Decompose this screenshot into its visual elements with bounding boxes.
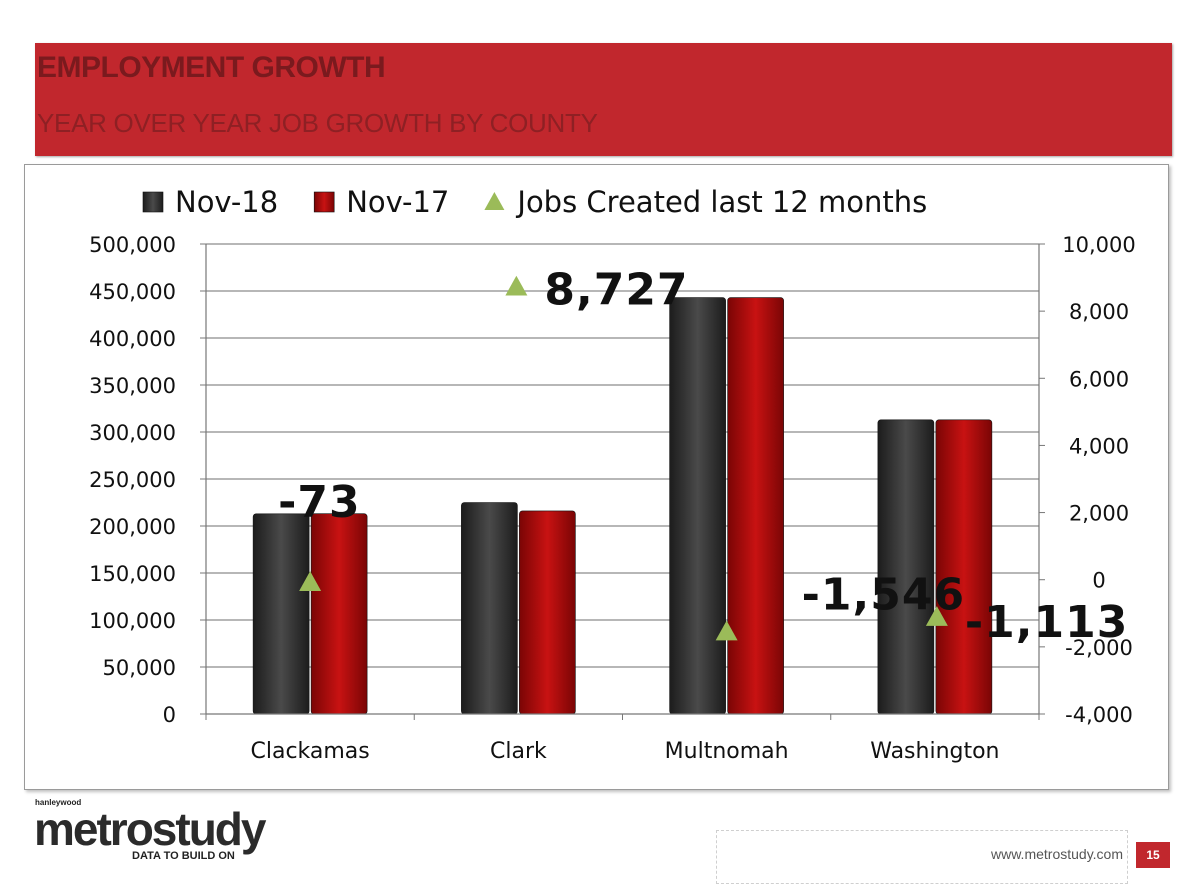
legend-swatch-jobs (484, 192, 505, 210)
legend-swatch-nov-18 (142, 191, 164, 213)
data-label: 8,727 (544, 265, 688, 316)
data-label: -73 (278, 477, 361, 528)
bar-nov-17 (519, 510, 576, 715)
y-tick-label: 200,000 (89, 515, 176, 539)
legend-label: Jobs Created last 12 months (515, 185, 927, 219)
employment-chart: 0 50,000 100,000 150,000 200,000 250,000 300,0… (89, 185, 1136, 764)
y-tick-label: 300,000 (89, 421, 176, 445)
y-tick-label: 50,000 (103, 656, 176, 680)
bar-nov-17 (935, 419, 993, 715)
footer-url[interactable]: www.metrostudy.com (991, 846, 1123, 862)
logo-tagline: DATA TO BUILD ON (132, 850, 235, 862)
legend-label: Nov-18 (175, 185, 278, 219)
x-tick-label: Clark (490, 739, 547, 764)
y-tick-label: 100,000 (89, 609, 176, 633)
metrostudy-logo: hanleywood metrostudy DATA TO BUILD ON (34, 798, 266, 868)
bar-nov-18 (877, 419, 935, 715)
page-title: EMPLOYMENT GROWTH (37, 51, 386, 84)
y2-tick-label: 6,000 (1069, 367, 1129, 391)
bar-nov-18 (461, 502, 518, 715)
y-tick-label: 0 (163, 703, 176, 727)
bar-nov-17 (310, 513, 368, 715)
page-number-badge: 15 (1136, 842, 1170, 868)
y2-tick-label: -4,000 (1065, 703, 1133, 727)
jobs-created-marker (925, 606, 948, 626)
y-tick-label: 450,000 (89, 280, 176, 304)
x-tick-label: Clackamas (250, 739, 369, 764)
x-tick-label: Washington (870, 739, 999, 764)
jobs-created-marker (299, 571, 322, 591)
bar-nov-18 (669, 297, 726, 715)
legend-swatch-nov-17 (313, 191, 335, 213)
y2-tick-label: 2,000 (1069, 502, 1129, 526)
legend-label: Nov-17 (346, 185, 449, 219)
jobs-created-marker (715, 620, 738, 641)
y2-tick-label: 0 (1092, 569, 1105, 593)
y-tick-label: 250,000 (89, 468, 176, 492)
y-tick-label: 400,000 (89, 327, 176, 351)
x-tick-label: Multnomah (665, 739, 789, 764)
y2-tick-label: 4,000 (1069, 434, 1129, 458)
bar-nov-18 (252, 513, 310, 715)
jobs-created-marker (505, 275, 528, 296)
y2-tick-label: -2,000 (1065, 636, 1133, 660)
header-banner: EMPLOYMENT GROWTH YEAR OVER YEAR JOB GRO… (35, 43, 1172, 156)
logo-parent-brand: hanleywood (35, 798, 82, 807)
chart-frame: 0 50,000 100,000 150,000 200,000 250,000 300,0… (24, 164, 1169, 790)
y2-tick-label: 8,000 (1069, 300, 1129, 324)
y2-tick-label: 10,000 (1062, 233, 1135, 257)
y-tick-label: 350,000 (89, 374, 176, 398)
data-label: -1,113 (965, 597, 1128, 648)
bar-nov-17 (727, 297, 784, 715)
logo-wordmark: metrostudy (34, 803, 266, 855)
footer-box (716, 830, 1128, 884)
y-tick-label: 150,000 (89, 562, 176, 586)
page-subtitle: YEAR OVER YEAR JOB GROWTH BY COUNTY (37, 108, 598, 138)
y-tick-label: 500,000 (89, 233, 176, 257)
